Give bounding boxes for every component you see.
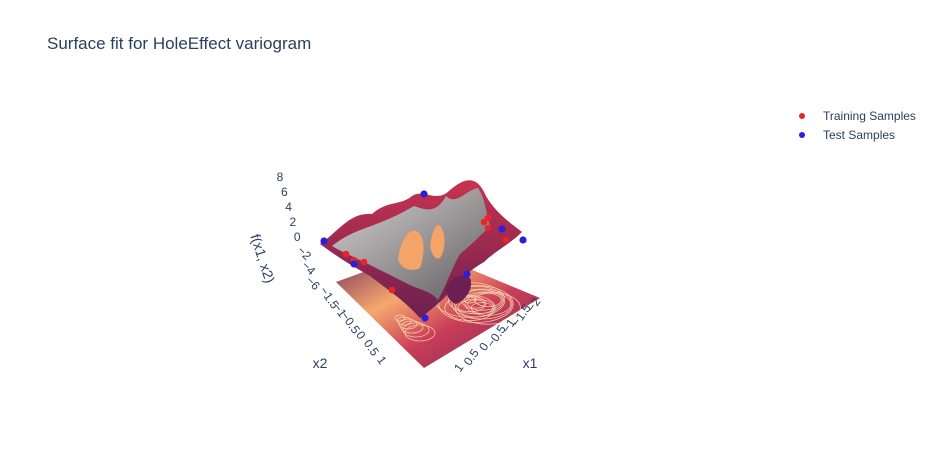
legend-marker-training bbox=[799, 112, 805, 119]
contour-line bbox=[453, 295, 486, 313]
contour-line bbox=[444, 294, 496, 321]
z-tick-label: 8 bbox=[277, 170, 284, 184]
chart-title: Surface fit for HoleEffect variogram bbox=[47, 34, 312, 53]
legend-marker-test bbox=[799, 131, 805, 138]
x2-axis-title: x2 bbox=[313, 355, 328, 371]
x2-tick-label: 0.5 bbox=[361, 337, 382, 359]
x1-axis-title: x1 bbox=[523, 355, 538, 371]
test-sample-point[interactable] bbox=[498, 225, 506, 233]
contour-line bbox=[402, 322, 430, 338]
contour-line bbox=[467, 299, 485, 309]
sample-markers bbox=[320, 190, 527, 322]
contour-line bbox=[398, 318, 418, 330]
legend-label-training: Training Samples bbox=[823, 108, 916, 123]
z-tick-label: 6 bbox=[281, 185, 288, 199]
legend-label-test: Test Samples bbox=[823, 127, 896, 142]
training-sample-point[interactable] bbox=[484, 214, 492, 222]
test-sample-point[interactable] bbox=[463, 270, 471, 278]
contour-line bbox=[474, 292, 502, 307]
contour-line bbox=[438, 284, 514, 323]
contour-line bbox=[400, 320, 424, 334]
z-tick-label: 0 bbox=[294, 230, 301, 244]
training-sample-point[interactable] bbox=[480, 218, 488, 226]
surface-dark-valley bbox=[446, 275, 472, 304]
test-sample-point[interactable] bbox=[420, 190, 428, 198]
x1-tick-label: 0.5 bbox=[461, 346, 482, 368]
fitted-surface bbox=[320, 180, 522, 318]
surface-orange-peak-2 bbox=[430, 225, 445, 259]
training-sample-point[interactable] bbox=[342, 250, 350, 258]
test-sample-point[interactable] bbox=[519, 236, 527, 244]
z-axis-title: f(x1, x2) bbox=[247, 232, 278, 285]
legend-item-test[interactable]: Test Samples bbox=[796, 125, 916, 144]
test-sample-point[interactable] bbox=[320, 237, 328, 245]
contour-line bbox=[464, 292, 512, 316]
surface-orange-peak-1 bbox=[398, 230, 424, 270]
z-tick-label: 2 bbox=[290, 215, 297, 229]
contour-line bbox=[447, 285, 504, 315]
z-tick-label: 4 bbox=[285, 200, 292, 214]
training-sample-point[interactable] bbox=[388, 286, 396, 294]
test-sample-point[interactable] bbox=[350, 260, 358, 268]
legend-item-training[interactable]: Training Samples bbox=[796, 106, 916, 125]
training-sample-point[interactable] bbox=[484, 224, 492, 232]
legend: Training Samples Test Samples bbox=[796, 106, 916, 144]
contour-line bbox=[451, 288, 513, 320]
contour-line bbox=[404, 324, 436, 342]
contour-line bbox=[394, 314, 406, 322]
x2-tick-label: 1 bbox=[374, 353, 389, 367]
test-sample-point[interactable] bbox=[421, 314, 429, 322]
training-sample-point[interactable] bbox=[502, 236, 510, 244]
training-sample-point[interactable] bbox=[360, 258, 368, 266]
contour-line bbox=[455, 291, 521, 325]
